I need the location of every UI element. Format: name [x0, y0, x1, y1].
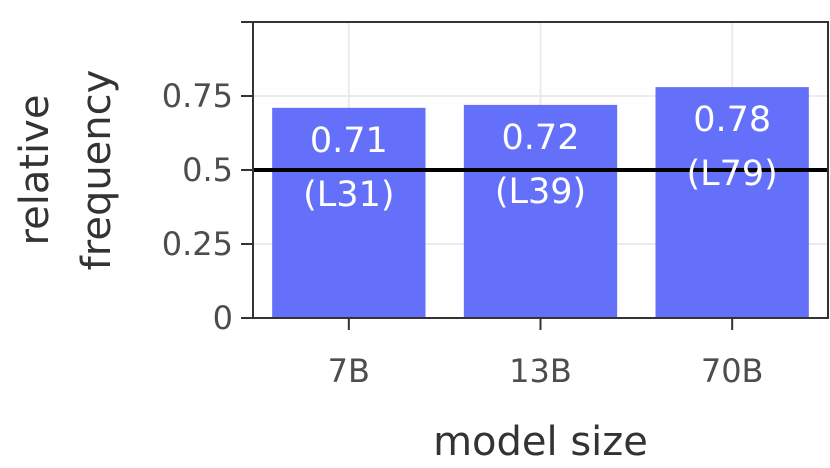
- bar-layer-label: (L79): [686, 154, 777, 194]
- bar-70B: [655, 87, 809, 319]
- x-axis-title: model size: [433, 419, 648, 465]
- bar-value-label: 0.78: [693, 100, 771, 140]
- bars: [272, 87, 809, 319]
- bar-13B: [463, 104, 618, 318]
- x-axis: 7B 13B 70B: [328, 318, 764, 390]
- y-axis: 0 0.25 0.5 0.75: [162, 21, 253, 337]
- x-tick-label: 7B: [328, 352, 370, 390]
- x-tick-label: 13B: [509, 352, 572, 390]
- y-tick-label: 0: [213, 299, 233, 337]
- bar-7B: [272, 107, 426, 318]
- bar-layer-label: (L31): [303, 175, 394, 215]
- bar-value-label: 0.72: [502, 118, 580, 158]
- bar-value-label: 0.71: [310, 121, 388, 161]
- y-tick-label: 0.75: [162, 77, 233, 115]
- y-tick-label: 0.5: [182, 151, 233, 189]
- bar-labels: 0.71 (L31) 0.72 (L39) 0.78 (L79): [303, 100, 778, 215]
- y-axis-title: relative frequency: [12, 70, 120, 271]
- y-tick-label: 0.25: [162, 225, 233, 263]
- x-tick-label: 70B: [701, 352, 764, 390]
- bar-layer-label: (L39): [495, 172, 586, 212]
- y-axis-title-line: frequency: [74, 70, 120, 271]
- y-axis-title-line: relative: [12, 95, 58, 246]
